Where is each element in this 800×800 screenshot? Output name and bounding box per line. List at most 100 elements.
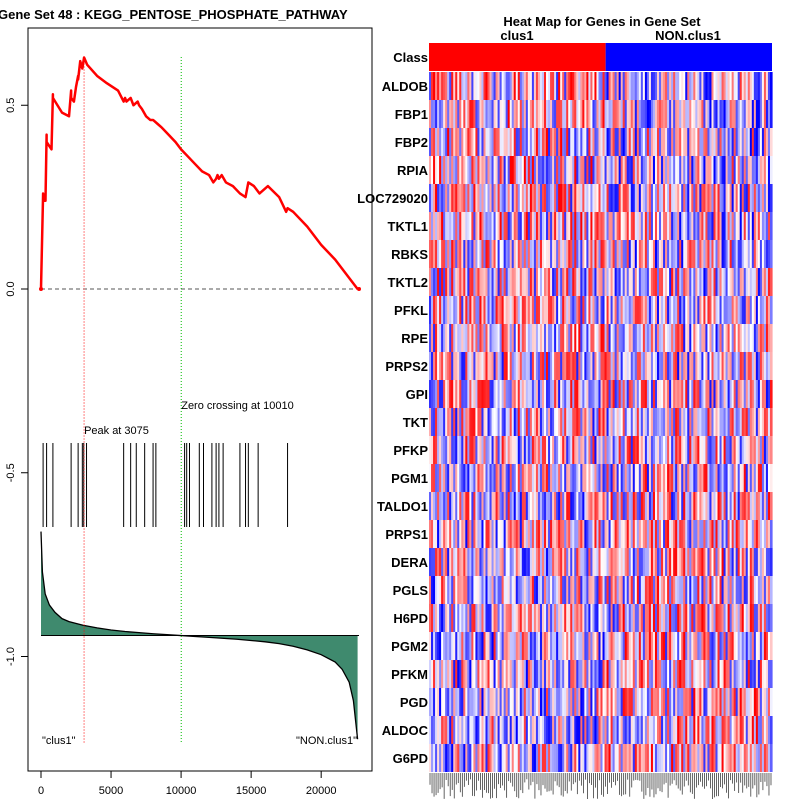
heatmap-cell <box>568 408 571 436</box>
heatmap-cell <box>433 100 436 128</box>
heatmap-cell <box>483 744 487 772</box>
heatmap-cell <box>769 324 773 352</box>
heatmap-cell <box>606 604 610 632</box>
heatmap-cell <box>548 156 551 184</box>
heatmap-cell <box>765 128 769 156</box>
heatmap-cell <box>429 520 432 548</box>
heatmap-cell <box>602 240 606 268</box>
heatmap-cell <box>582 128 585 156</box>
heatmap-cell <box>584 520 587 548</box>
heatmap-cell <box>703 744 707 772</box>
heatmap-cell <box>701 296 704 324</box>
heatmap-cell <box>703 184 707 212</box>
heatmap-cell <box>531 576 535 604</box>
heatmap-cell <box>517 408 521 436</box>
heatmap-cell <box>737 716 741 744</box>
heatmap-cell <box>558 352 561 380</box>
heatmap-cell <box>721 296 725 324</box>
heatmap-cell <box>711 492 715 520</box>
heatmap-cell <box>574 716 577 744</box>
heatmap-cell <box>733 464 737 492</box>
heatmap-cell <box>729 548 733 576</box>
heatmap-cell <box>656 240 660 268</box>
heatmap-cell <box>727 72 731 100</box>
heatmap-cell <box>556 128 559 156</box>
heatmap-cell <box>725 604 729 632</box>
heatmap-cell <box>626 296 630 324</box>
heatmap-cell <box>691 128 694 156</box>
heatmap-cell <box>673 380 676 408</box>
heatmap-cell <box>556 464 559 492</box>
heatmap-cell <box>687 464 690 492</box>
heatmap-cell <box>677 436 680 464</box>
heatmap-cell <box>711 660 715 688</box>
heatmap-cell <box>479 436 483 464</box>
heatmap-cell <box>705 520 709 548</box>
heatmap-cell <box>721 436 725 464</box>
heatmap-cell <box>602 716 606 744</box>
heatmap-cell <box>677 744 680 772</box>
heatmap-cell <box>749 156 753 184</box>
heatmap-cell <box>693 408 696 436</box>
heatmap-cell <box>767 352 771 380</box>
gene-row-label: TKT <box>403 415 428 430</box>
heatmap-cell <box>656 576 660 604</box>
heatmap-cell <box>755 156 759 184</box>
heatmap-cell <box>499 352 503 380</box>
heatmap-cell <box>671 548 674 576</box>
heatmap-cell <box>703 128 707 156</box>
heatmap-cell <box>644 408 648 436</box>
heatmap-cell <box>507 688 511 716</box>
heatmap-cell <box>733 212 737 240</box>
heatmap-cell <box>479 716 483 744</box>
heatmap-cell <box>663 716 666 744</box>
heatmap-cell <box>612 184 616 212</box>
heatmap-cell <box>681 156 684 184</box>
heatmap-cell <box>459 156 462 184</box>
heatmap-cell <box>582 408 585 436</box>
heatmap-cell <box>648 576 652 604</box>
heatmap-cell <box>695 660 698 688</box>
heatmap-cell <box>747 380 751 408</box>
heatmap-cell <box>699 240 702 268</box>
heatmap-cell <box>677 408 680 436</box>
heatmap-cell <box>659 184 662 212</box>
heatmap-cell <box>467 436 470 464</box>
heatmap-cell <box>560 296 563 324</box>
heatmap-cell <box>523 464 527 492</box>
heatmap-cell <box>703 660 707 688</box>
heatmap-cell <box>566 576 569 604</box>
heatmap-cell <box>499 268 503 296</box>
heatmap-cell <box>665 576 668 604</box>
heatmap-cell <box>630 548 634 576</box>
heatmap-cell <box>431 156 434 184</box>
heatmap-cell <box>763 492 767 520</box>
heatmap-cell <box>539 492 543 520</box>
heatmap-cell <box>707 212 711 240</box>
heatmap-cell <box>576 352 579 380</box>
heatmap-cell <box>667 212 670 240</box>
heatmap-cell <box>602 660 606 688</box>
heatmap-cell <box>529 520 533 548</box>
heatmap-cell <box>626 464 630 492</box>
heatmap-cell <box>761 268 765 296</box>
heatmap-cell <box>541 660 545 688</box>
heatmap-cell <box>475 436 479 464</box>
heatmap-cell <box>767 408 771 436</box>
heatmap-cell <box>453 604 456 632</box>
heatmap-cell <box>701 520 704 548</box>
heatmap-cell <box>739 688 743 716</box>
heatmap-cell <box>489 548 493 576</box>
heatmap-cell <box>618 212 622 240</box>
heatmap-cell <box>646 324 650 352</box>
heatmap-cell <box>558 212 561 240</box>
heatmap-cell <box>487 128 491 156</box>
heatmap-cell <box>477 604 481 632</box>
heatmap-cell <box>745 240 749 268</box>
heatmap-cell <box>541 184 545 212</box>
heatmap-cell <box>588 576 592 604</box>
heatmap-cell <box>727 128 731 156</box>
heatmap-cell <box>749 464 753 492</box>
heatmap-cell <box>467 240 470 268</box>
heatmap-cell <box>713 72 717 100</box>
